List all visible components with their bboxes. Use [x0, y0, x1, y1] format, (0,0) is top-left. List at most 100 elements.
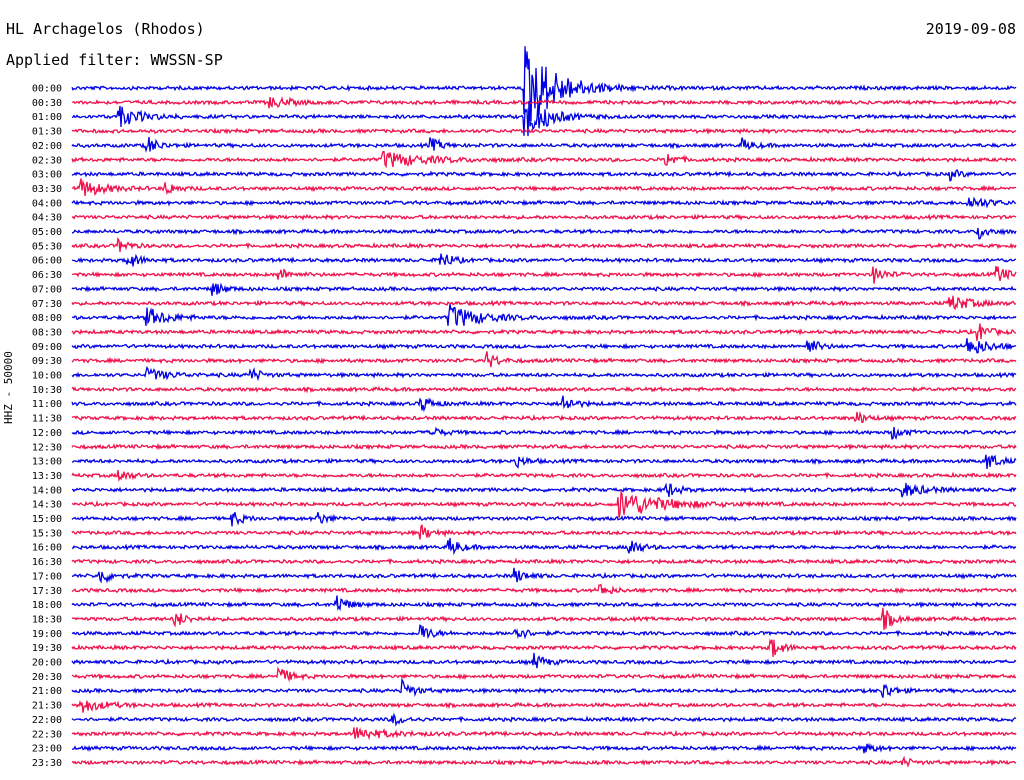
time-tick-label: 17:00: [32, 571, 62, 582]
trace-line: [71, 666, 1017, 683]
time-tick-label: 10:30: [32, 385, 62, 396]
trace-line: [71, 755, 1016, 768]
time-tick-label: 05:00: [32, 227, 62, 238]
trace-line: [71, 265, 1017, 284]
trace-line: [71, 365, 1017, 382]
trace-line: [71, 607, 1017, 630]
trace-line: [71, 136, 1017, 153]
trace-line: [71, 677, 1017, 698]
time-tick-label: 02:00: [32, 141, 62, 152]
trace-line: [71, 101, 1017, 137]
time-tick-label: 09:00: [32, 342, 62, 353]
trace-line: [71, 178, 1017, 196]
time-tick-label: 07:00: [32, 284, 62, 295]
time-tick-label: 13:00: [32, 457, 62, 468]
time-tick-label: 11:30: [32, 414, 62, 425]
time-tick-label: 11:00: [32, 399, 62, 410]
time-tick-label: 07:30: [32, 299, 62, 310]
trace-line: [71, 338, 1017, 354]
trace-line: [71, 411, 1017, 424]
time-tick-label: 02:30: [32, 155, 62, 166]
time-tick-label: 22:30: [32, 729, 62, 740]
trace-line: [71, 700, 1017, 713]
trace-line: [71, 624, 1017, 640]
trace-line: [71, 442, 1017, 451]
trace-line: [71, 726, 1017, 741]
time-tick-label: 09:30: [32, 356, 62, 367]
time-tick-label: 04:00: [32, 198, 62, 209]
time-tick-label: 01:00: [32, 112, 62, 123]
trace-line: [71, 489, 1017, 518]
time-tick-label: 16:00: [32, 543, 62, 554]
trace-line: [71, 323, 1017, 341]
trace-line: [71, 482, 1017, 498]
trace-line: [71, 712, 1017, 727]
time-tick-label: 21:00: [32, 686, 62, 697]
trace-line: [71, 127, 1017, 136]
time-tick-label: 19:00: [32, 629, 62, 640]
time-tick-label: 21:30: [32, 701, 62, 712]
time-tick-label: 15:30: [32, 528, 62, 539]
trace-line: [71, 295, 1017, 311]
time-tick-label: 15:00: [32, 514, 62, 525]
time-tick-label: 13:30: [32, 471, 62, 482]
time-tick-label: 22:00: [32, 715, 62, 726]
time-tick-label: 19:30: [32, 643, 62, 654]
trace-line: [72, 567, 1017, 584]
trace-line: [71, 253, 1017, 267]
time-tick-label: 06:00: [32, 256, 62, 267]
time-tick-label: 00:30: [32, 98, 62, 109]
time-tick-label: 08:00: [32, 313, 62, 324]
trace-line: [71, 426, 1017, 440]
trace-line: [71, 638, 1017, 658]
trace-line: [72, 454, 1017, 470]
trace-line: [71, 168, 1017, 182]
time-tick-label: 10:00: [32, 371, 62, 382]
record-date: 2019-09-08: [925, 20, 1016, 38]
trace-line: [71, 282, 1017, 296]
trace-line: [71, 236, 1017, 252]
trace-line: [71, 595, 1017, 612]
trace-line: [71, 523, 1017, 540]
time-tick-label: 20:30: [32, 672, 62, 683]
trace-line: [71, 150, 1017, 169]
trace-line: [71, 96, 1017, 109]
time-tick-label: 03:00: [32, 170, 62, 181]
time-tick-label: 23:30: [32, 758, 62, 769]
trace-line: [71, 512, 1017, 527]
trace-line: [71, 470, 1017, 483]
time-tick-label: 14:30: [32, 500, 62, 511]
time-tick-label: 18:30: [32, 614, 62, 625]
trace-line: [71, 557, 1017, 566]
time-tick-label: 05:30: [32, 241, 62, 252]
trace-line: [71, 583, 1017, 595]
time-tick-label: 03:30: [32, 184, 62, 195]
time-tick-label: 23:00: [32, 744, 62, 755]
time-tick-label: 12:00: [32, 428, 62, 439]
trace-line: [71, 213, 1017, 222]
trace-line: [71, 385, 1017, 394]
time-tick-label: 04:30: [32, 213, 62, 224]
time-tick-label: 17:30: [32, 586, 62, 597]
filter-label: Applied filter: WWSSN-SP: [6, 51, 223, 69]
trace-line: [72, 227, 1017, 240]
trace-line: [71, 351, 1017, 368]
time-tick-label: 00:00: [32, 84, 62, 95]
time-tick-label: 06:30: [32, 270, 62, 281]
time-tick-label: 08:30: [32, 327, 62, 338]
time-tick-label: 14:00: [32, 485, 62, 496]
time-tick-label: 16:30: [32, 557, 62, 568]
trace-line: [71, 303, 1017, 326]
trace-line: [71, 196, 1017, 209]
trace-line: [71, 652, 1017, 669]
trace-line: [71, 742, 1017, 754]
trace-line: [71, 46, 1017, 122]
time-tick-label: 18:00: [32, 600, 62, 611]
time-tick-label: 12:30: [32, 442, 62, 453]
trace-line: [71, 395, 1017, 413]
time-tick-label: 01:30: [32, 127, 62, 138]
station-title: HL Archagelos (Rhodos): [6, 20, 205, 38]
trace-line: [71, 537, 1017, 556]
time-tick-label: 20:00: [32, 658, 62, 669]
